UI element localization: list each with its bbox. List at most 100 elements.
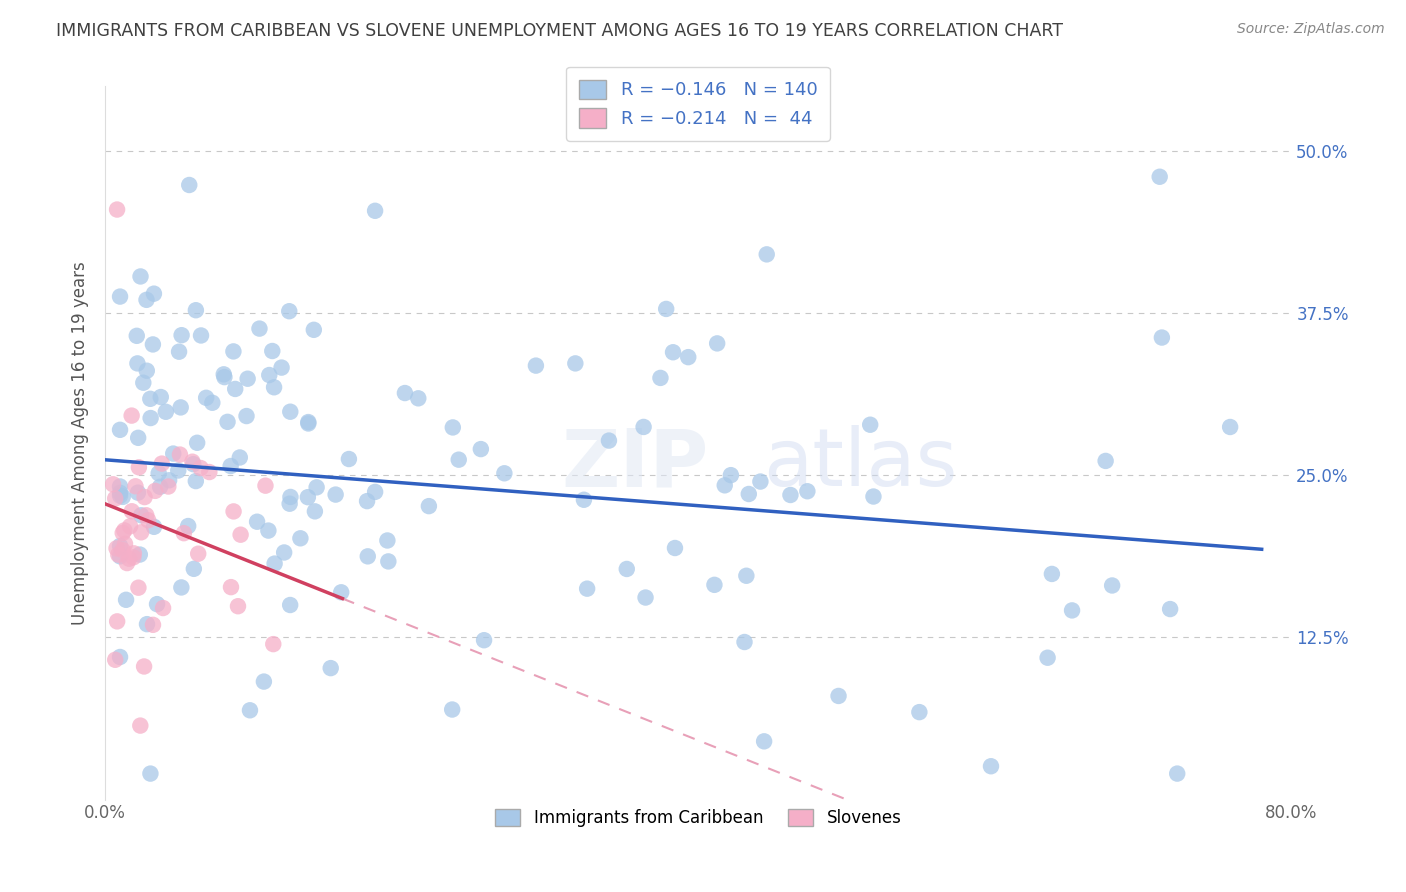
Point — [239, 703, 262, 717]
Point — [224, 382, 246, 396]
Point — [330, 585, 353, 599]
Point — [120, 519, 142, 533]
Point — [122, 546, 145, 560]
Point — [779, 488, 801, 502]
Point — [198, 465, 221, 479]
Y-axis label: Unemployment Among Ages 16 to 19 years: Unemployment Among Ages 16 to 19 years — [72, 261, 89, 624]
Point — [111, 490, 134, 504]
Point — [132, 659, 155, 673]
Point — [278, 304, 301, 318]
Point — [278, 598, 301, 612]
Point — [111, 543, 134, 558]
Point — [1166, 766, 1188, 780]
Point — [734, 635, 756, 649]
Point — [1101, 578, 1123, 592]
Point — [304, 504, 326, 518]
Point — [107, 548, 129, 562]
Point — [564, 356, 586, 370]
Point — [655, 301, 678, 316]
Text: IMMIGRANTS FROM CARIBBEAN VS SLOVENE UNEMPLOYMENT AMONG AGES 16 TO 19 YEARS CORR: IMMIGRANTS FROM CARIBBEAN VS SLOVENE UNE… — [56, 22, 1063, 40]
Point — [796, 484, 818, 499]
Point — [441, 702, 464, 716]
Point — [576, 582, 599, 596]
Point — [108, 289, 131, 303]
Point — [263, 557, 285, 571]
Point — [572, 492, 595, 507]
Point — [297, 415, 319, 429]
Point — [357, 549, 380, 564]
Point — [148, 467, 170, 481]
Point — [169, 448, 191, 462]
Point — [173, 526, 195, 541]
Point — [195, 391, 218, 405]
Point — [302, 323, 325, 337]
Point — [749, 475, 772, 489]
Point — [616, 562, 638, 576]
Point — [650, 371, 672, 385]
Point — [755, 247, 778, 261]
Point — [184, 474, 207, 488]
Point — [229, 527, 252, 541]
Point — [108, 539, 131, 553]
Point — [735, 568, 758, 582]
Point — [249, 321, 271, 335]
Point — [214, 370, 236, 384]
Point — [121, 409, 143, 423]
Point — [108, 486, 131, 500]
Point — [150, 457, 173, 471]
Point — [297, 490, 319, 504]
Point — [187, 547, 209, 561]
Point — [124, 479, 146, 493]
Legend: Immigrants from Caribbean, Slovenes: Immigrants from Caribbean, Slovenes — [489, 803, 908, 834]
Point — [128, 460, 150, 475]
Text: Source: ZipAtlas.com: Source: ZipAtlas.com — [1237, 22, 1385, 37]
Point — [157, 479, 180, 493]
Point — [112, 524, 135, 538]
Point — [319, 661, 342, 675]
Point — [720, 468, 742, 483]
Point — [364, 203, 387, 218]
Text: ZIP: ZIP — [562, 425, 709, 503]
Point — [634, 591, 657, 605]
Point — [157, 473, 180, 487]
Point — [290, 531, 312, 545]
Point — [280, 490, 302, 504]
Point — [115, 592, 138, 607]
Point — [104, 653, 127, 667]
Point — [186, 435, 208, 450]
Point — [356, 494, 378, 508]
Point — [524, 359, 547, 373]
Point — [135, 293, 157, 307]
Point — [598, 434, 620, 448]
Point — [217, 415, 239, 429]
Point — [108, 549, 131, 564]
Point — [127, 485, 149, 500]
Point — [142, 337, 165, 351]
Point — [278, 497, 301, 511]
Point — [127, 581, 149, 595]
Point — [859, 417, 882, 432]
Point — [136, 617, 159, 632]
Text: atlas: atlas — [763, 425, 957, 503]
Point — [273, 545, 295, 559]
Point — [127, 356, 149, 370]
Point — [115, 556, 138, 570]
Point — [325, 487, 347, 501]
Point — [1094, 454, 1116, 468]
Point — [108, 650, 131, 665]
Point — [129, 269, 152, 284]
Point — [1040, 566, 1063, 581]
Point — [149, 390, 172, 404]
Point — [139, 766, 162, 780]
Point — [135, 364, 157, 378]
Point — [111, 525, 134, 540]
Point — [236, 372, 259, 386]
Point — [146, 597, 169, 611]
Point — [633, 420, 655, 434]
Point — [190, 461, 212, 475]
Point — [706, 336, 728, 351]
Point — [101, 477, 124, 491]
Point — [152, 601, 174, 615]
Point — [235, 409, 257, 423]
Point — [377, 554, 399, 568]
